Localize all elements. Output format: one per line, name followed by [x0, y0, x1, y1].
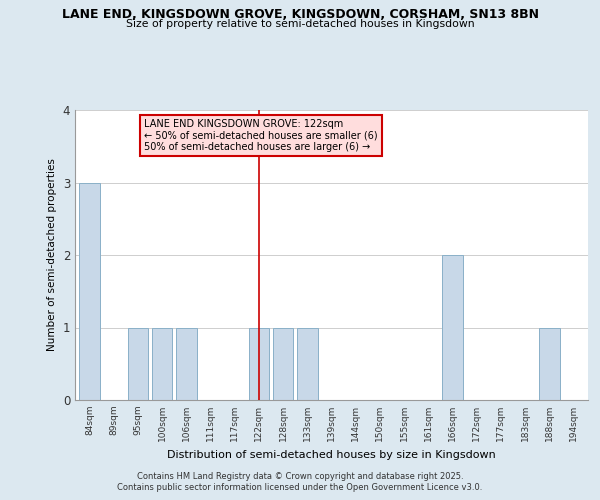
Bar — [442, 255, 463, 400]
Text: LANE END KINGSDOWN GROVE: 122sqm
← 50% of semi-detached houses are smaller (6)
5: LANE END KINGSDOWN GROVE: 122sqm ← 50% o… — [144, 118, 378, 152]
X-axis label: Distribution of semi-detached houses by size in Kingsdown: Distribution of semi-detached houses by … — [167, 450, 496, 460]
Bar — [539, 328, 560, 400]
Bar — [176, 328, 197, 400]
Y-axis label: Number of semi-detached properties: Number of semi-detached properties — [47, 158, 57, 352]
Text: LANE END, KINGSDOWN GROVE, KINGSDOWN, CORSHAM, SN13 8BN: LANE END, KINGSDOWN GROVE, KINGSDOWN, CO… — [62, 8, 539, 20]
Bar — [128, 328, 148, 400]
Bar — [152, 328, 172, 400]
Bar — [248, 328, 269, 400]
Text: Size of property relative to semi-detached houses in Kingsdown: Size of property relative to semi-detach… — [125, 19, 475, 29]
Bar — [273, 328, 293, 400]
Bar — [297, 328, 317, 400]
Text: Contains HM Land Registry data © Crown copyright and database right 2025.
Contai: Contains HM Land Registry data © Crown c… — [118, 472, 482, 492]
Bar — [79, 182, 100, 400]
